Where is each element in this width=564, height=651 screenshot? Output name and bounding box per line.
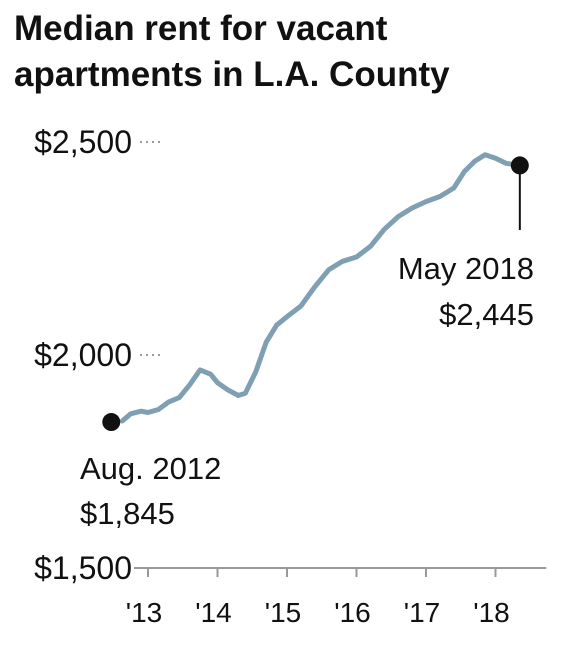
chart-title: Median rent for vacant apartments in L.A… [14,9,450,94]
x-tick-label: '15 [265,597,302,628]
start-value-label: $1,845 [80,496,175,531]
x-tick-label: '13 [126,597,163,628]
start-point-marker [102,413,121,432]
end-date-label: May 2018 [398,251,534,286]
x-tick-label: '14 [195,597,232,628]
y-tick-label: $2,500 [34,124,132,160]
rent-series-line [119,152,523,424]
end-point-marker [510,156,529,175]
x-tick-label: '17 [404,597,441,628]
start-date-label: Aug. 2012 [80,451,221,486]
end-value-label: $2,445 [439,297,534,332]
x-tick-label: '16 [334,597,371,628]
x-tick-label: '18 [473,597,510,628]
y-tick-label: $2,000 [34,337,132,373]
y-tick-label: $1,500 [34,550,132,586]
